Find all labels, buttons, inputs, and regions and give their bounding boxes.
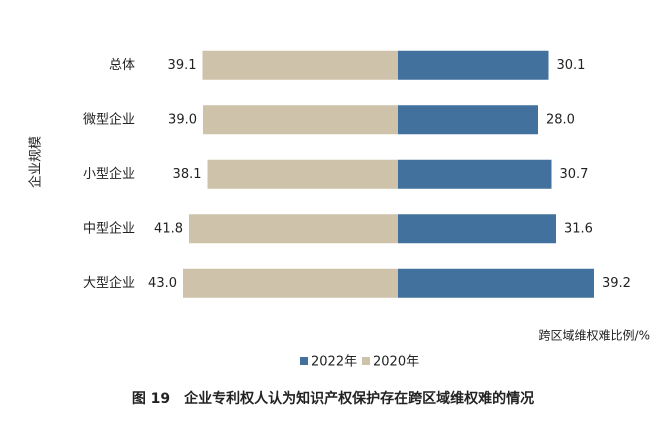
bar: [183, 268, 398, 298]
value-label: 39.2: [602, 276, 631, 291]
legend-label: 2020年: [373, 355, 419, 370]
bar: [398, 268, 594, 298]
value-label: 41.8: [154, 221, 183, 236]
y-tick-label: 总体: [109, 58, 135, 73]
bar: [398, 159, 552, 189]
bar: [398, 50, 549, 80]
bar: [189, 214, 398, 244]
bar: [207, 159, 398, 189]
value-label: 39.0: [168, 112, 197, 127]
value-label: 30.7: [560, 167, 589, 182]
value-label: 31.6: [564, 221, 593, 236]
bar: [398, 214, 556, 244]
value-label: 39.1: [168, 58, 197, 73]
x-axis-label: 跨区域维权难比例/%: [539, 329, 650, 343]
bar: [398, 105, 538, 135]
legend-label: 2022年: [311, 355, 357, 370]
y-tick-label: 小型企业: [83, 166, 135, 182]
y-tick-label: 大型企业: [83, 275, 135, 291]
value-label: 28.0: [546, 112, 575, 127]
legend-swatch: [362, 357, 370, 365]
y-tick-label: 微型企业: [83, 111, 135, 127]
value-label: 38.1: [173, 167, 202, 182]
bar: [203, 105, 398, 135]
value-label: 30.1: [557, 58, 586, 73]
legend-swatch: [300, 357, 308, 365]
y-tick-label: 中型企业: [83, 220, 135, 236]
chart-title: 图 19 企业专利权人认为知识产权保护存在跨区域维权难的情况: [132, 390, 534, 407]
y-axis-label: 企业规模: [28, 136, 44, 188]
value-label: 43.0: [148, 276, 177, 291]
bar: [202, 50, 398, 80]
